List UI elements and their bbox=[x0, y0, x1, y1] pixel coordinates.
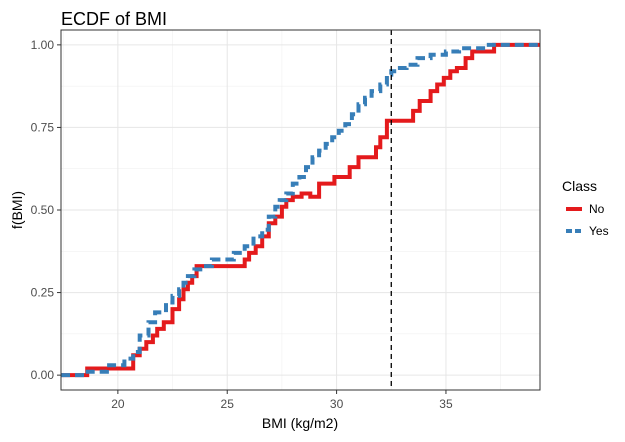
y-axis-label: f(BMI) bbox=[9, 191, 25, 229]
legend-title: Class bbox=[562, 178, 597, 194]
axes: 20 25 30 35 0.00 0.25 0.50 0.75 1.00 bbox=[31, 38, 453, 411]
chart-title: ECDF of BMI bbox=[61, 9, 167, 29]
legend-label-no: No bbox=[589, 202, 605, 216]
series-layer bbox=[61, 42, 540, 378]
legend-label-yes: Yes bbox=[589, 224, 609, 238]
y-tick-label: 1.00 bbox=[31, 38, 55, 52]
y-tick-label: 0.50 bbox=[31, 203, 55, 217]
grid-lines bbox=[61, 30, 540, 390]
x-tick-label: 35 bbox=[439, 397, 453, 411]
series-line-no bbox=[61, 42, 540, 378]
x-tick-label: 20 bbox=[111, 397, 125, 411]
y-tick-label: 0.00 bbox=[31, 368, 55, 382]
y-tick-label: 0.25 bbox=[31, 286, 55, 300]
y-tick-label: 0.75 bbox=[31, 120, 55, 134]
x-axis-label: BMI (kg/m2) bbox=[262, 415, 338, 431]
x-tick-label: 30 bbox=[330, 397, 344, 411]
x-tick-label: 25 bbox=[221, 397, 235, 411]
legend: Class No Yes bbox=[562, 178, 609, 238]
series-line-yes bbox=[61, 42, 540, 378]
